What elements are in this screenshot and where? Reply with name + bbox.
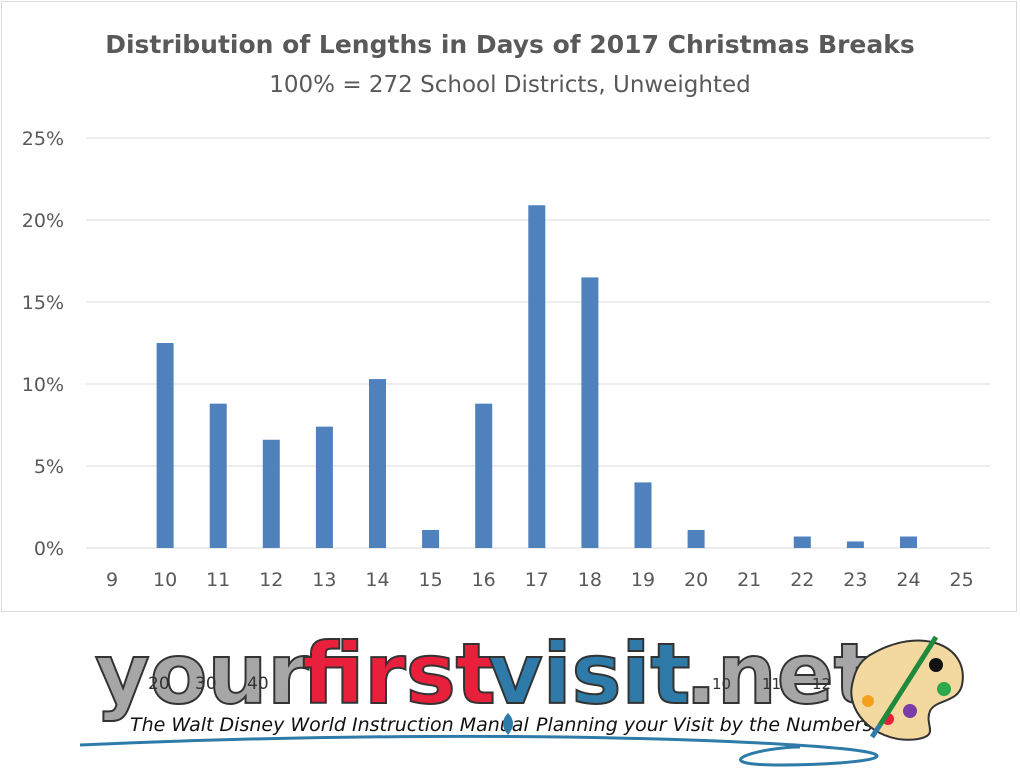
- bar-13: [315, 426, 333, 548]
- x-tick-label-18: 18: [578, 569, 602, 591]
- x-tick-label-9: 9: [106, 569, 118, 591]
- y-tick-label: 25%: [22, 128, 64, 150]
- x-tick-label-25: 25: [950, 569, 974, 591]
- x-tick-label-15: 15: [419, 569, 443, 591]
- y-tick-label: 10%: [22, 374, 64, 396]
- logo-your: your: [95, 625, 309, 723]
- bar-22: [793, 536, 811, 548]
- x-tick-label-23: 23: [843, 569, 867, 591]
- bar-14: [369, 379, 386, 548]
- logo-net: .net: [685, 625, 874, 723]
- bar-12: [262, 439, 280, 548]
- bar-16: [475, 403, 493, 548]
- x-tick-label-24: 24: [896, 569, 920, 591]
- logo-number-10: 10: [712, 675, 731, 693]
- bar-10: [156, 343, 174, 548]
- y-tick-label: 15%: [22, 292, 64, 314]
- bar-19: [634, 482, 652, 548]
- x-axis-ticks: 9 10 11 12 13 14 15 16 17 18 19 20 21 22 23 24 25: [106, 569, 974, 591]
- bar-18: [581, 277, 599, 548]
- logo-drop-icon: [503, 713, 513, 735]
- bar-23: [846, 541, 864, 548]
- x-tick-label-16: 16: [472, 569, 496, 591]
- x-tick-label-11: 11: [206, 569, 230, 591]
- x-tick-label-14: 14: [365, 569, 389, 591]
- x-tick-label-13: 13: [312, 569, 336, 591]
- bars: [156, 205, 917, 549]
- logo-swoosh: [79, 734, 879, 767]
- bar-20: [687, 529, 705, 548]
- logo-number-40: 40: [247, 674, 269, 694]
- logo-visit: visit: [488, 625, 691, 723]
- logo-number-11: 11: [762, 675, 781, 693]
- artist-palette-icon: [850, 635, 964, 741]
- bar-15: [422, 529, 440, 548]
- x-tick-label-10: 10: [153, 569, 177, 591]
- y-tick-label: 5%: [34, 456, 64, 478]
- bar-11: [209, 403, 227, 548]
- y-axis-ticks: 0% 5% 10% 15% 20% 25%: [22, 128, 64, 560]
- y-tick-label: 20%: [22, 210, 64, 232]
- x-tick-label-21: 21: [737, 569, 761, 591]
- logo-tagline-left: The Walt Disney World Instruction Manual: [130, 714, 529, 736]
- logo-number-30: 30: [195, 674, 217, 694]
- x-tick-label-22: 22: [790, 569, 814, 591]
- y-tick-label: 0%: [34, 538, 64, 560]
- bar-17: [528, 205, 546, 549]
- x-tick-label-17: 17: [525, 569, 549, 591]
- logo-first: first: [302, 625, 496, 723]
- chart-subtitle: 100% = 272 School Districts, Unweighted: [269, 72, 751, 98]
- x-tick-label-20: 20: [684, 569, 708, 591]
- logo-number-20: 20: [148, 674, 170, 694]
- bar-24: [900, 536, 917, 548]
- logo-number-12: 12: [812, 675, 831, 693]
- x-tick-label-12: 12: [259, 569, 283, 591]
- x-tick-label-19: 19: [631, 569, 655, 591]
- bar-chart: 0% 5% 10% 15% 20% 25% 9 10 11 12 13 14 15 16 17 18 19 20…: [22, 128, 990, 591]
- logo-tagline-right: Planning your Visit by the Numbers: [536, 714, 872, 736]
- yourfirstvisit-logo: your first visit .net 20 30 40 10 11 12 …: [79, 624, 964, 767]
- chart-title: Distribution of Lengths in Days of 2017 …: [105, 30, 915, 59]
